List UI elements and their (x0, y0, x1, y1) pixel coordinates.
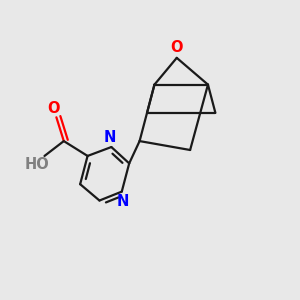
Text: N: N (117, 194, 129, 209)
Text: O: O (170, 40, 183, 55)
Text: N: N (104, 130, 116, 145)
Text: O: O (48, 101, 60, 116)
Text: HO: HO (25, 157, 50, 172)
